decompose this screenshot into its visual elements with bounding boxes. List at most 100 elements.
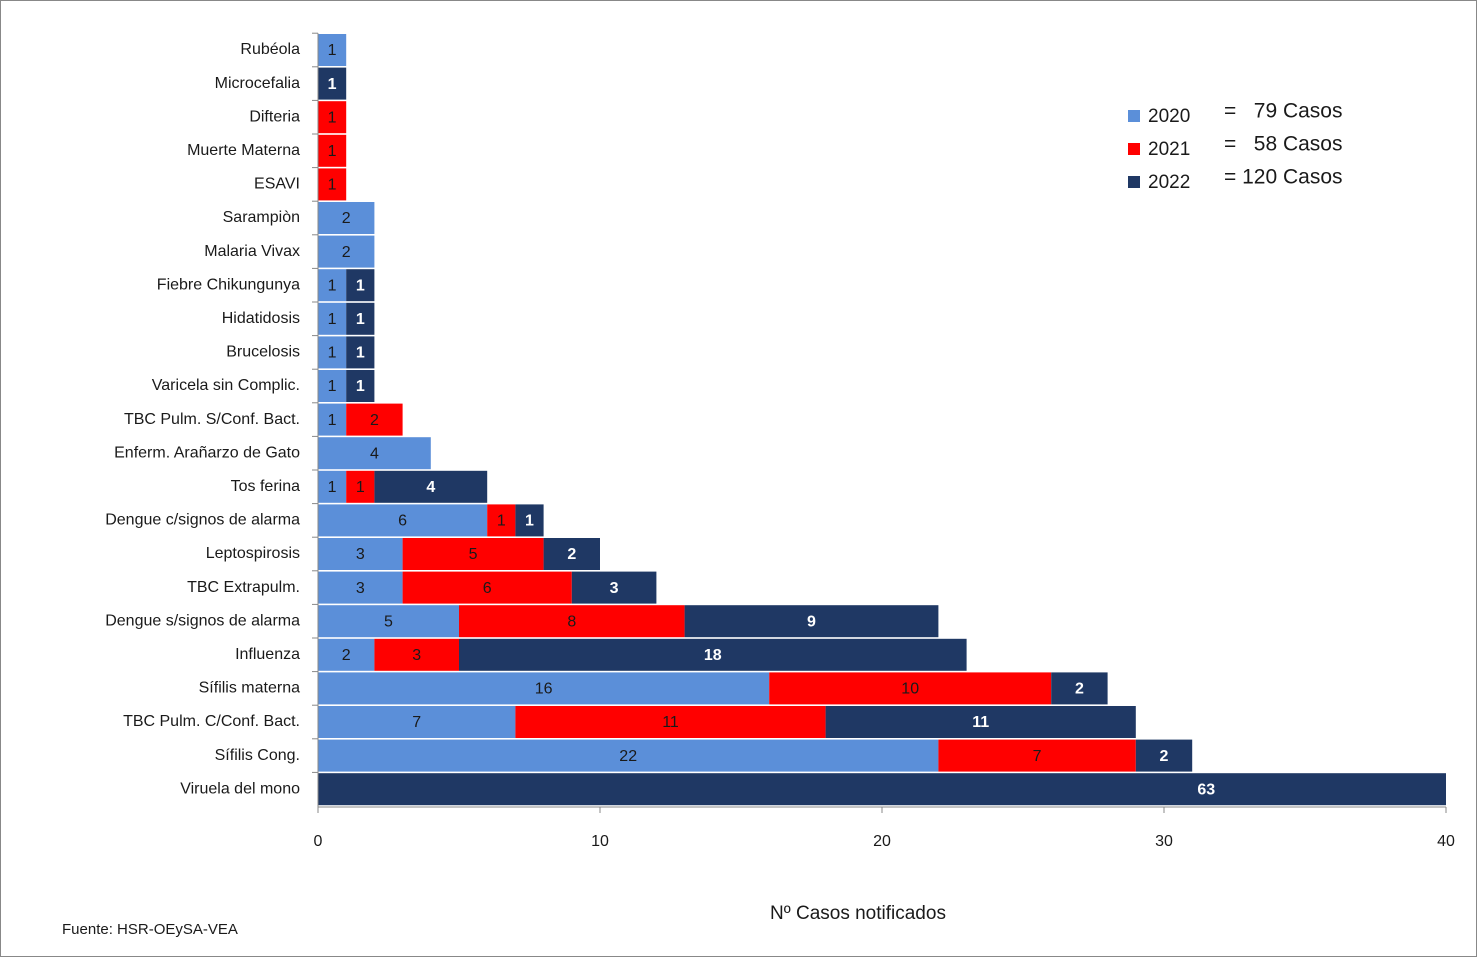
bar-segment (318, 605, 459, 638)
data-label: 16 (535, 681, 553, 698)
data-label: 7 (412, 714, 421, 731)
bar-segment (318, 336, 347, 369)
bar-segment (318, 470, 347, 503)
bar-segment (318, 672, 770, 705)
bar-segment (346, 403, 403, 436)
bar-segment (1135, 739, 1193, 772)
bar-segment (402, 538, 544, 570)
data-label: 1 (328, 42, 337, 59)
x-tick-label: 40 (1437, 833, 1455, 850)
legend-total: = 58 Casos (1224, 133, 1342, 156)
y-tick-label: Sífilis Cong. (215, 747, 300, 764)
y-tick-label: Leptospirosis (206, 545, 300, 562)
data-label: 1 (328, 177, 337, 194)
bar-segment (318, 67, 347, 100)
bar-segment (374, 638, 459, 671)
bar-segment (543, 538, 600, 570)
y-tick-label: Dengue s/signos de alarma (105, 612, 300, 629)
bar-segment (318, 101, 347, 134)
data-label: 3 (356, 580, 365, 597)
y-tick-label: Difteria (249, 108, 300, 125)
bar-segment (571, 571, 657, 604)
x-tick-label: 0 (314, 833, 323, 850)
y-tick-label: Tos ferina (231, 478, 300, 495)
bar-segment (318, 34, 347, 66)
bar-segment (769, 672, 1052, 705)
y-tick-label: Enferm. Arañarzo de Gato (114, 444, 300, 461)
y-tick-label: Sarampiòn (223, 209, 300, 226)
bar-segment (318, 706, 516, 738)
data-label: 5 (469, 546, 478, 563)
y-tick-label: Influenza (235, 646, 300, 663)
bar-segment (487, 504, 516, 537)
data-label: 1 (525, 513, 534, 530)
legend-total: = 79 Casos (1224, 100, 1342, 123)
y-tick-label: Malaria Vivax (204, 243, 300, 260)
bar-segment (318, 134, 347, 167)
data-label: 1 (328, 143, 337, 160)
bar-segment (318, 504, 488, 537)
data-label: 9 (807, 613, 816, 630)
data-label: 2 (1160, 748, 1169, 765)
bar-segment (459, 638, 967, 671)
y-tick-label: Fiebre Chikungunya (157, 276, 300, 293)
bar-segment (346, 370, 375, 402)
y-tick-label: Dengue c/signos de alarma (105, 512, 300, 529)
data-label: 2 (342, 210, 351, 227)
bar-segment (318, 202, 375, 234)
data-label: 6 (483, 580, 492, 597)
data-label: 1 (328, 479, 337, 496)
y-tick-label: Muerte Materna (187, 142, 300, 159)
bar-segment (318, 370, 347, 402)
data-label: 3 (356, 546, 365, 563)
data-label: 2 (1075, 681, 1084, 698)
bars (318, 34, 1446, 806)
bar-segment (346, 336, 375, 369)
labels: Rubéola 1 Microcefalia 1 Difteria 1 Muerte Mat… (105, 32, 1455, 850)
y-tick-label: TBC Pulm. C/Conf. Bact. (123, 713, 300, 730)
legend-swatch (1128, 110, 1140, 122)
legend-swatch (1128, 143, 1140, 155)
bar-segment (318, 437, 431, 470)
legend-swatch (1128, 176, 1140, 188)
data-label: 6 (398, 513, 407, 530)
data-label: 1 (328, 109, 337, 126)
data-label: 5 (384, 613, 393, 630)
data-label: 18 (704, 647, 722, 664)
bar-segment (318, 638, 375, 671)
bar-segment (402, 571, 572, 604)
bar-segment (515, 504, 544, 537)
legend-label: 2022 (1148, 172, 1190, 193)
bar-segment (318, 302, 347, 335)
source-note: Fuente: HSR-OEySA-VEA (62, 921, 238, 938)
y-tick-label: Viruela del mono (180, 780, 300, 797)
bar-segment (318, 773, 1446, 806)
y-tick-label: Microcefalia (215, 75, 300, 92)
bar-segment (318, 168, 347, 201)
data-label: 1 (356, 378, 365, 395)
data-label: 1 (356, 345, 365, 362)
bar-segment (515, 706, 826, 738)
data-label: 1 (328, 311, 337, 328)
data-label: 1 (328, 76, 337, 93)
bar-segment (346, 269, 375, 302)
bar-segment (374, 470, 488, 503)
y-tick-label: Brucelosis (226, 344, 300, 361)
data-label: 1 (356, 311, 365, 328)
data-label: 3 (412, 647, 421, 664)
y-tick-label: Varicela sin Complic. (152, 377, 300, 394)
bar-segment (318, 269, 347, 302)
data-label: 2 (342, 244, 351, 261)
y-tick-label: Rubéola (240, 41, 300, 58)
data-label: 11 (662, 714, 679, 731)
data-label: 1 (328, 345, 337, 362)
legend-total: = 120 Casos (1224, 166, 1343, 189)
data-label: 10 (901, 681, 919, 698)
data-label: 1 (328, 378, 337, 395)
bar-segment (318, 235, 375, 268)
bar-segment (1051, 672, 1108, 705)
data-label: 4 (370, 445, 379, 462)
x-tick-label: 30 (1155, 833, 1173, 850)
